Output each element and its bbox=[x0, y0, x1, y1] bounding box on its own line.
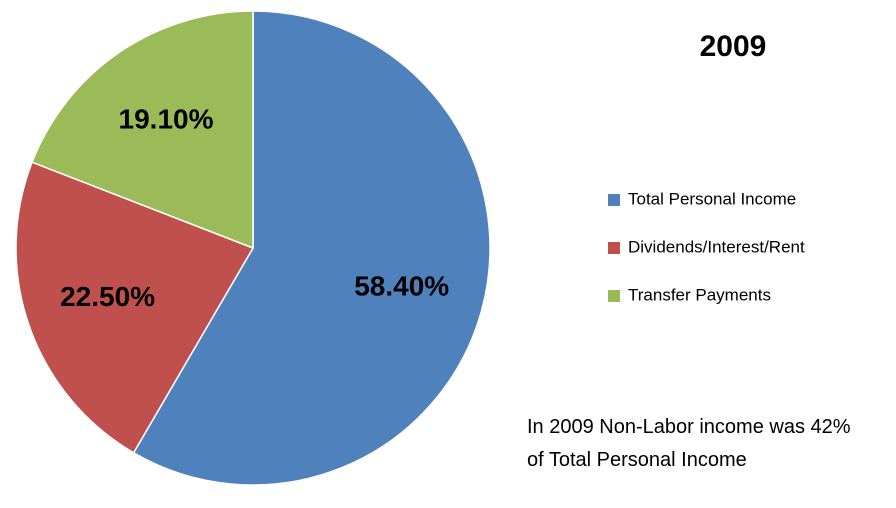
legend-label: Dividends/Interest/Rent bbox=[628, 237, 805, 256]
data-label: 19.10% bbox=[119, 103, 214, 134]
chart-title: 2009 bbox=[700, 30, 767, 63]
data-label: 58.40% bbox=[354, 271, 449, 302]
annotation: In 2009 Non-Labor income was 42% of Tota… bbox=[527, 416, 851, 471]
legend-label: Total Personal Income bbox=[628, 189, 796, 208]
pie-slice bbox=[132, 10, 491, 486]
legend-swatch bbox=[608, 194, 620, 206]
legend-label: Transfer Payments bbox=[628, 285, 771, 304]
legend-swatch bbox=[608, 242, 620, 254]
pie-slice bbox=[15, 161, 255, 454]
data-label: 22.50% bbox=[60, 281, 155, 312]
pie-slice bbox=[31, 10, 254, 250]
legend-swatch bbox=[608, 290, 620, 302]
